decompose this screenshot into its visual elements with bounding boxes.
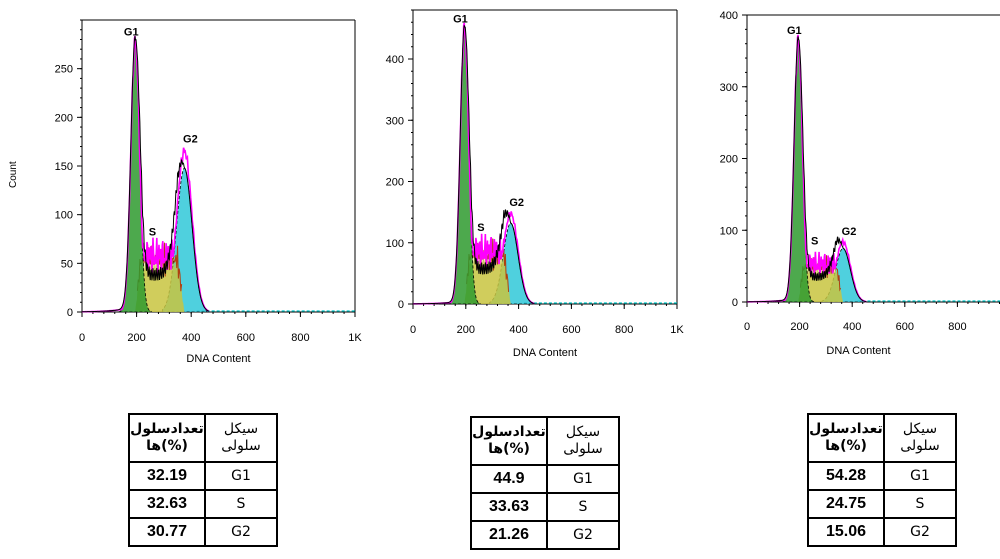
- phase-label: G2: [842, 226, 857, 238]
- header-cell-percent: تعدادسلول ها(%): [470, 416, 548, 466]
- table-row: 54.28 G1: [807, 461, 957, 491]
- phase-label: G1: [124, 26, 139, 38]
- model-fit-curve: [412, 25, 535, 305]
- y-tick-label: 100: [720, 225, 738, 237]
- x-axis-label: DNA Content: [513, 347, 577, 359]
- percent-cell: 33.63: [470, 492, 548, 522]
- y-tick-label: 0: [732, 297, 738, 309]
- cell-cycle-table-2: تعدادسلول ها(%) سیکل سلولی 44.9 G1 33.63 S …: [470, 416, 620, 550]
- phase-cell: G1: [546, 464, 620, 494]
- phase-cell: S: [883, 489, 957, 519]
- header-cell-cycle: سیکل سلولی: [204, 413, 278, 463]
- phase-cell: G1: [204, 461, 278, 491]
- x-axis-label: DNA Content: [826, 345, 890, 357]
- x-tick-label: 0: [410, 324, 416, 336]
- model-fit-curve: [746, 36, 867, 303]
- y-tick-label: 200: [386, 177, 404, 189]
- header-cell-percent: تعدادسلول ها(%): [807, 413, 885, 463]
- y-tick-label: 150: [55, 161, 73, 173]
- x-tick-label: 800: [291, 332, 309, 344]
- phase-label: G2: [183, 133, 198, 145]
- phase-cell: G1: [883, 461, 957, 491]
- percent-cell: 32.63: [128, 489, 206, 519]
- header-cell-cycle: سیکل سلولی: [883, 413, 957, 463]
- phase-cell: G2: [883, 517, 957, 547]
- x-tick-label: 200: [790, 321, 808, 333]
- percent-cell: 15.06: [807, 517, 885, 547]
- percent-cell: 44.9: [470, 464, 548, 494]
- model-fit-curve: [81, 36, 209, 313]
- x-tick-label: 600: [562, 324, 580, 336]
- table-row: 32.19 G1: [128, 461, 278, 491]
- x-tick-label: 800: [948, 321, 966, 333]
- phase-label: S: [149, 227, 156, 239]
- x-tick-label: 200: [457, 324, 475, 336]
- phase-label: G2: [509, 197, 524, 209]
- header-cell-percent: تعدادسلول ها(%): [128, 413, 206, 463]
- y-tick-label: 400: [720, 10, 738, 22]
- table-row: 15.06 G2: [807, 517, 957, 547]
- cell-cycle-table-1: تعدادسلول ها(%) سیکل سلولی 32.19 G1 32.63 S…: [128, 413, 278, 547]
- percent-cell: 32.19: [128, 461, 206, 491]
- histogram-panel-1: 0 50 100 150 200 250 0 200 400 600 800 1K DNA Conten…: [0, 0, 362, 380]
- y-tick-label: 300: [720, 82, 738, 94]
- table-row: 44.9 G1: [470, 464, 620, 494]
- table-row: 32.63 S: [128, 489, 278, 519]
- phase-label: S: [477, 222, 484, 234]
- table-row: 30.77 G2: [128, 517, 278, 547]
- x-tick-label: 0: [744, 321, 750, 333]
- header-cell-cycle: سیکل سلولی: [546, 416, 620, 466]
- x-tick-label: 400: [182, 332, 200, 344]
- y-tick-label: 400: [386, 54, 404, 66]
- percent-cell: 30.77: [128, 517, 206, 547]
- y-tick-label: 0: [67, 307, 73, 319]
- histogram-panel-2: 0 100 200 300 400 0 200 400 600 800 1K DNA Content G…: [360, 0, 700, 380]
- phase-cell: G2: [204, 517, 278, 547]
- x-tick-label: 600: [237, 332, 255, 344]
- table-row: 24.75 S: [807, 489, 957, 519]
- x-tick-label: 400: [509, 324, 527, 336]
- y-tick-label: 200: [720, 154, 738, 166]
- phase-label: G1: [453, 13, 468, 25]
- y-tick-label: 0: [398, 299, 404, 311]
- phase-cell: S: [546, 492, 620, 522]
- y-tick-label: 100: [386, 238, 404, 250]
- percent-cell: 21.26: [470, 520, 548, 550]
- y-tick-label: 50: [61, 258, 73, 270]
- y-tick-label: 250: [55, 64, 73, 76]
- phase-cell: S: [204, 489, 278, 519]
- percent-cell: 54.28: [807, 461, 885, 491]
- x-tick-label: 600: [896, 321, 914, 333]
- table-row: 33.63 S: [470, 492, 620, 522]
- x-tick-label: 1K: [670, 324, 684, 336]
- x-tick-label: 1K: [348, 332, 362, 344]
- x-tick-label: 0: [79, 332, 85, 344]
- table-row: 21.26 G2: [470, 520, 620, 550]
- x-tick-label: 200: [127, 332, 145, 344]
- phase-label: G1: [787, 25, 802, 37]
- y-tick-label: 100: [55, 210, 73, 222]
- cell-cycle-table-3: تعدادسلول ها(%) سیکل سلولی 54.28 G1 24.75 S…: [807, 413, 957, 547]
- percent-cell: 24.75: [807, 489, 885, 519]
- phase-label: S: [811, 236, 818, 248]
- y-tick-label: 200: [55, 112, 73, 124]
- x-tick-label: 800: [615, 324, 633, 336]
- x-axis-label: DNA Content: [186, 353, 250, 365]
- y-tick-label: 300: [386, 115, 404, 127]
- phase-cell: G2: [546, 520, 620, 550]
- x-tick-label: 400: [843, 321, 861, 333]
